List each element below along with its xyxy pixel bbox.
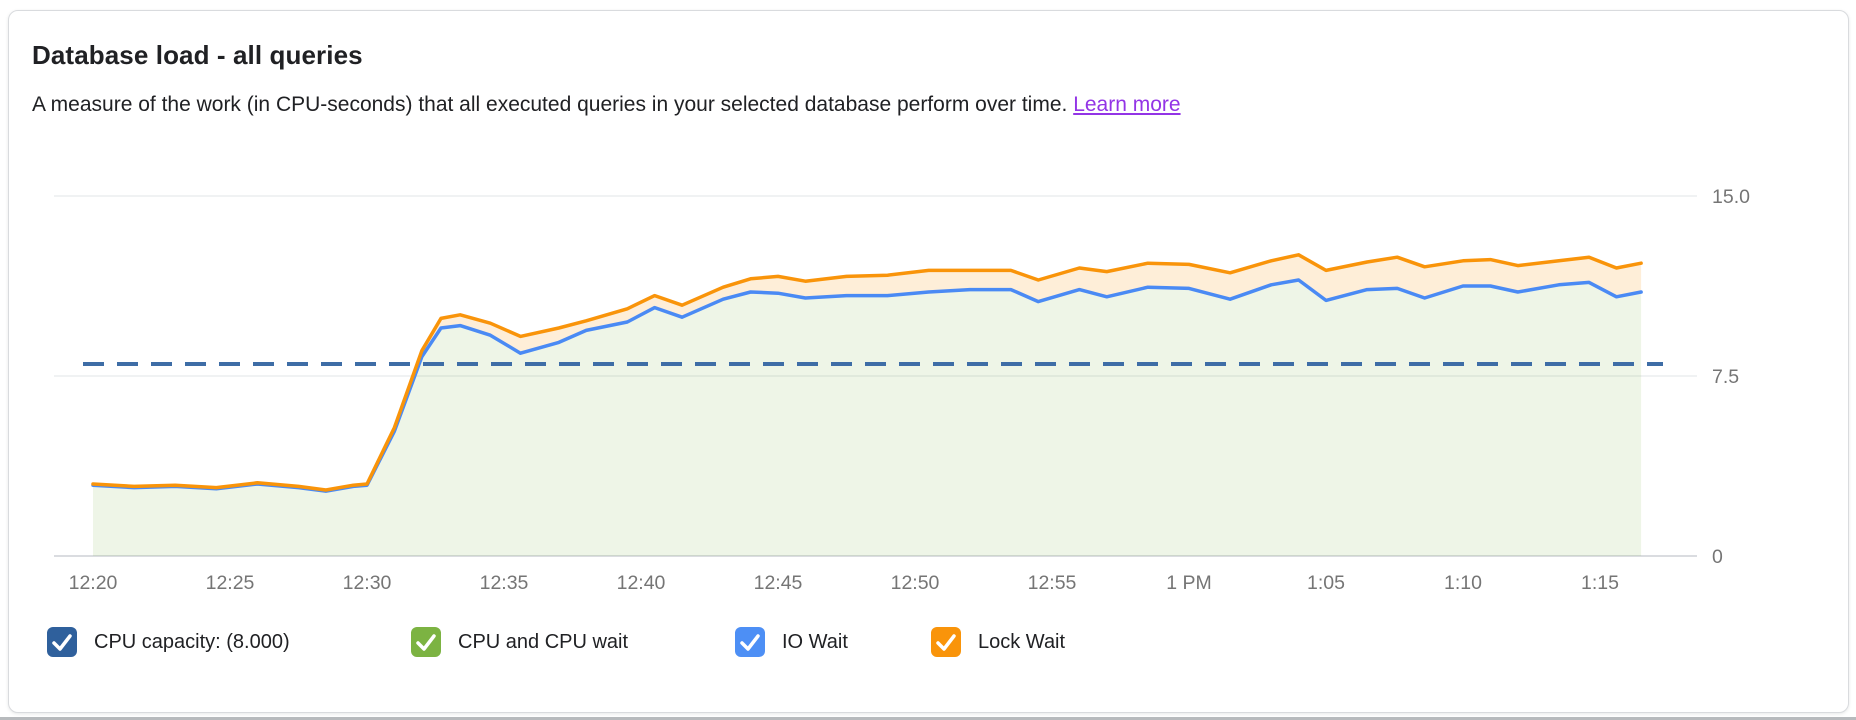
page-bottom-divider	[0, 717, 1856, 720]
lock-wait-line	[91, 253, 1643, 492]
legend-label-cpu-capacity: CPU capacity: (8.000)	[94, 630, 290, 653]
legend-label-io-wait: IO Wait	[782, 630, 848, 653]
legend-checkbox-cpu-and-cpu-wait[interactable]	[411, 627, 441, 657]
x-tick-label: 1:05	[1307, 572, 1345, 594]
x-tick-label: 12:35	[480, 572, 529, 594]
x-tick-label: 12:45	[754, 572, 803, 594]
y-tick-label: 7.5	[1712, 366, 1739, 388]
legend-label-cpu-and-cpu-wait: CPU and CPU wait	[458, 630, 629, 653]
y-tick-label: 0	[1712, 546, 1723, 568]
database-load-card	[8, 10, 1849, 713]
checkmark-icon	[740, 634, 760, 651]
x-tick-label: 1:10	[1444, 572, 1482, 594]
x-tick-label: 1 PM	[1166, 572, 1212, 594]
x-tick-label: 12:30	[343, 572, 392, 594]
chart-title: Database load - all queries	[32, 40, 363, 70]
lock-wait-band	[93, 254, 1642, 492]
y-tick-label: 15.0	[1712, 186, 1750, 208]
checkmark-icon	[416, 634, 436, 651]
legend-checkbox-cpu-capacity[interactable]	[47, 627, 77, 657]
x-tick-label: 12:55	[1028, 572, 1077, 594]
x-tick-label: 12:50	[891, 572, 940, 594]
legend-item-lock-wait[interactable]: Lock Wait	[931, 627, 1065, 657]
x-tick-label: 12:40	[617, 572, 666, 594]
legend-item-io-wait[interactable]: IO Wait	[735, 627, 848, 657]
chart-subtitle: A measure of the work (in CPU-seconds) t…	[32, 93, 1181, 117]
legend-label-lock-wait: Lock Wait	[978, 630, 1066, 653]
chart-subtitle-text: A measure of the work (in CPU-seconds) t…	[32, 93, 1068, 116]
learn-more-link[interactable]: Learn more	[1073, 93, 1181, 116]
checkmark-icon	[52, 634, 72, 651]
cpu-and-cpu-wait-area	[93, 280, 1642, 556]
x-tick-label: 1:15	[1581, 572, 1619, 594]
x-tick-label: 12:25	[206, 572, 255, 594]
legend-checkbox-io-wait[interactable]	[735, 627, 765, 657]
legend-checkbox-lock-wait[interactable]	[931, 627, 961, 657]
legend-item-cpu-and-cpu-wait[interactable]: CPU and CPU wait	[411, 627, 628, 657]
checkmark-icon	[936, 634, 956, 651]
x-tick-label: 12:20	[69, 572, 118, 594]
legend-item-cpu-capacity[interactable]: CPU capacity: (8.000)	[47, 627, 290, 657]
